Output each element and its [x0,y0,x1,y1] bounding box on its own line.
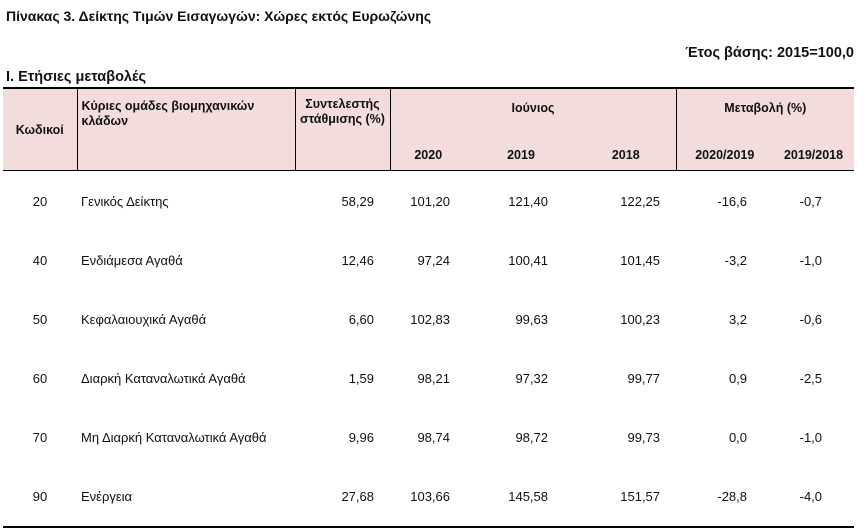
cell-group-name: Κεφαλαιουχικά Αγαθά [81,312,207,327]
cell-code: 20 [32,194,48,209]
cell-2019: 145,58 [466,467,576,528]
cell-group-name: Ενέργεια [77,467,295,528]
cell-2020: 98,74 [417,430,450,445]
cell-weight: 6,60 [348,312,374,327]
cell-code: 50 [32,312,48,327]
table-row: 50 Κεφαλαιουχικά Αγαθά 6,60 102,83 99,63… [3,290,854,349]
table-row: 70 Μη Διαρκή Καταναλωτικά Αγαθά 9,96 98,… [3,408,854,467]
header-year-2018: 2018 [576,127,677,171]
cell-2018: 151,57 [576,467,677,528]
base-year-note: Έτος βάσης: 2015=100,0 [685,45,854,61]
cell-code: 40 [32,253,48,268]
cell-group-name: Ενδιάμεσα Αγαθά [81,253,183,268]
cell-weight: 27,68 [295,467,390,528]
cell-weight: 58,29 [341,194,374,209]
cell-change-2019-2018: -0,6 [799,312,823,327]
cell-group-name: Γενικός Δείκτης [81,194,169,209]
page-title: Πίνακας 3. Δείκτης Τιμών Εισαγωγών: Χώρε… [6,8,432,24]
cell-2020: 98,21 [417,371,450,386]
table-row: 60 Διαρκή Καταναλωτικά Αγαθά 1,59 98,21 … [3,349,854,408]
header-june: Ιούνιος [390,87,677,127]
cell-change-2020-2019: -28,8 [676,467,774,528]
cell-change-2019-2018: -4,0 [773,467,855,528]
cell-code: 90 [3,467,77,528]
header-year-2020: 2020 [390,127,466,171]
cell-code: 70 [32,430,48,445]
cell-2020: 102,83 [410,312,450,327]
cell-2019: 100,41 [508,253,548,268]
cell-weight: 9,96 [348,430,374,445]
cell-2018: 99,77 [627,371,661,386]
cell-2018: 100,23 [620,312,661,327]
cell-change-2020-2019: 0,0 [728,430,748,445]
header-change: Μεταβολή (%) [676,87,855,127]
cell-2019: 97,32 [515,371,548,386]
cell-change-2020-2019: -3,2 [724,253,748,268]
cell-change-2020-2019: 0,9 [728,371,748,386]
header-change-2020-2019: 2020/2019 [676,127,774,171]
cell-2018: 99,73 [627,430,661,445]
table-row: 90 Ενέργεια 27,68 103,66 145,58 151,57 -… [3,467,855,528]
cell-weight: 12,46 [341,253,374,268]
price-index-table: Κωδικοί Κύριες ομάδες βιομηχανικών κλάδω… [3,87,855,528]
cell-change-2020-2019: 3,2 [728,312,748,327]
cell-2018: 101,45 [620,253,661,268]
cell-change-2019-2018: -1,0 [799,253,823,268]
header-groups: Κύριες ομάδες βιομηχανικών κλάδων [77,87,296,171]
cell-change-2020-2019: -16,6 [717,194,748,209]
table-row: 20 Γενικός Δείκτης 58,29 101,20 121,40 1… [3,171,854,232]
header-year-2019: 2019 [466,127,576,171]
cell-change-2019-2018: -1,0 [799,430,823,445]
cell-change-2019-2018: -0,7 [799,194,823,209]
cell-2018: 122,25 [620,194,661,209]
cell-2020: 97,24 [417,253,450,268]
section-heading: Ι. Ετήσιες μεταβολές [6,69,147,85]
cell-2020: 101,20 [410,194,450,209]
cell-weight: 1,59 [348,371,374,386]
cell-2019: 99,63 [515,312,548,327]
cell-code: 60 [32,371,48,386]
header-change-2019-2018: 2019/2018 [773,127,855,171]
cell-2020: 103,66 [390,467,466,528]
cell-change-2019-2018: -2,5 [799,371,823,386]
cell-2019: 98,72 [515,430,548,445]
header-weight: Συντελεστής στάθμισης (%) [295,87,391,171]
header-code: Κωδικοί [3,87,78,171]
cell-group-name: Μη Διαρκή Καταναλωτικά Αγαθά [81,430,267,445]
table-row: 40 Ενδιάμεσα Αγαθά 12,46 97,24 100,41 10… [3,231,854,290]
cell-group-name: Διαρκή Καταναλωτικά Αγαθά [81,371,246,386]
cell-2019: 121,40 [508,194,548,209]
